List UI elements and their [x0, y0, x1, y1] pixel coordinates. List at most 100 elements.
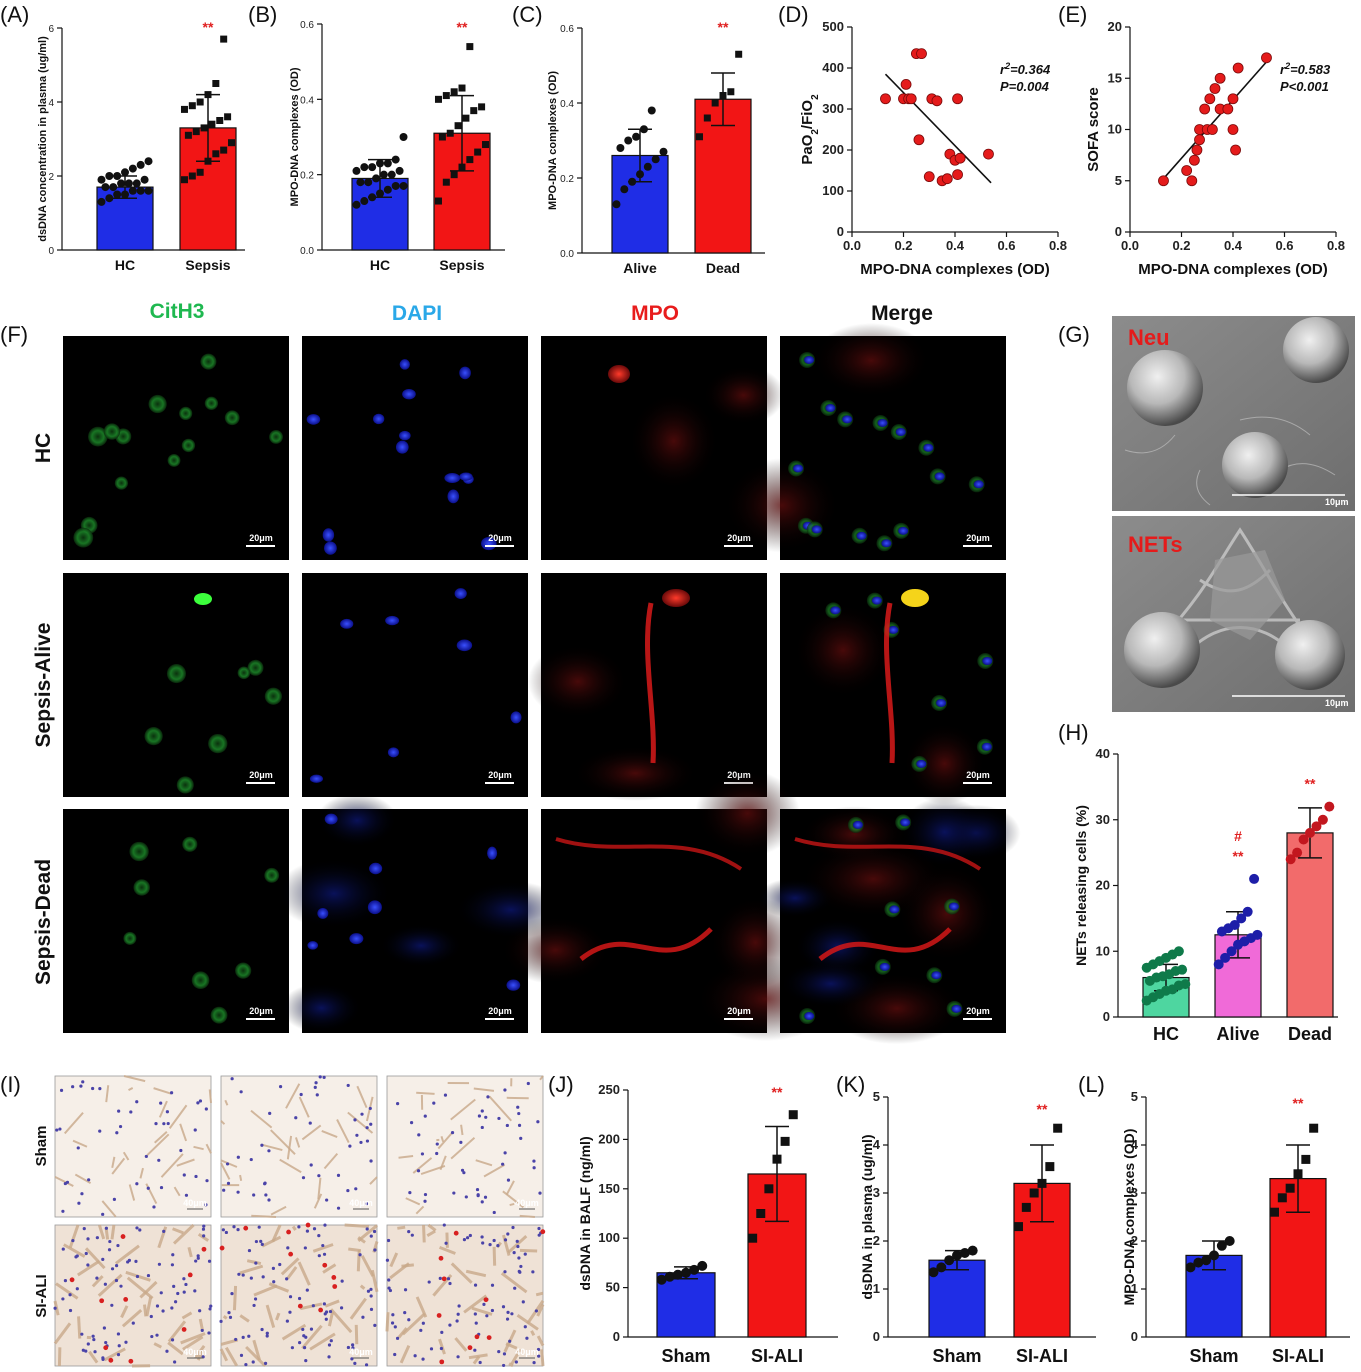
nucleus	[170, 1263, 175, 1267]
nucleus	[340, 1279, 344, 1283]
panel-label-g: (G)	[1058, 322, 1090, 347]
nucleus	[490, 1283, 495, 1287]
data-point	[941, 173, 953, 185]
stained-cell	[483, 1297, 489, 1303]
nucleus	[804, 1012, 815, 1021]
data-point	[478, 103, 486, 111]
nucleus	[309, 1327, 314, 1331]
data-point	[360, 163, 369, 172]
data-point	[450, 88, 458, 96]
panel-label-b: (B)	[248, 2, 277, 27]
y-tick-label: 500	[822, 19, 844, 34]
data-point	[1292, 847, 1303, 858]
nucleus	[271, 1266, 275, 1270]
scale-bar-label: 20μm	[249, 533, 273, 543]
alveolar-wall	[450, 1098, 476, 1121]
alveolar-wall	[281, 1323, 307, 1341]
nucleus	[369, 1159, 373, 1163]
nucleus	[304, 1335, 308, 1339]
cell	[237, 666, 251, 680]
nucleus	[483, 1195, 488, 1199]
alveolar-wall	[317, 1177, 322, 1200]
haze	[276, 858, 392, 929]
cell	[129, 841, 149, 862]
haze	[527, 644, 628, 719]
sem-neu-cells	[1124, 317, 1349, 506]
alveolar-wall	[526, 1300, 545, 1325]
data-point	[144, 157, 153, 166]
data-point	[466, 43, 474, 51]
nucleus	[249, 1157, 253, 1162]
data-point	[697, 1260, 708, 1271]
nucleus	[387, 1278, 391, 1282]
nucleus	[536, 1120, 540, 1124]
nucleus	[146, 1186, 150, 1190]
alveolar-wall	[158, 1100, 168, 1118]
category-label-si-ali: SI-ALI	[1016, 1346, 1068, 1366]
y-axis-label: MPO-DNA complexes (OD)	[289, 67, 301, 206]
alveolar-wall	[279, 1158, 302, 1174]
y-axis-label: MPO-DNA complexes (OD)	[547, 71, 559, 210]
haze	[628, 392, 719, 490]
alveolar-wall	[389, 1262, 410, 1280]
alveolar-wall	[502, 1190, 524, 1209]
data-point	[1193, 1257, 1204, 1268]
nucleus	[516, 1105, 520, 1109]
nucleus	[448, 1281, 452, 1286]
nucleus	[162, 1122, 166, 1126]
category-label-hc: HC	[370, 257, 390, 273]
category-label-sepsis: Sepsis	[439, 257, 484, 273]
alveolar-wall	[349, 1297, 367, 1320]
net-strand	[818, 927, 952, 961]
nucleus	[385, 615, 400, 626]
nucleus	[473, 1348, 477, 1352]
chart-b-mpo-dna: 0.0 0.2 0.4 0.6 MPO-DNA complexes (OD) HC Seps…	[289, 19, 505, 273]
cell	[88, 426, 108, 447]
data-point	[1037, 1178, 1047, 1188]
alveolar-wall	[370, 1269, 379, 1293]
alveolar-wall	[440, 1136, 445, 1143]
data-point	[656, 1274, 667, 1285]
data-point	[204, 157, 212, 165]
stained-cell	[69, 1277, 75, 1283]
nucleus	[265, 1331, 269, 1335]
data-point	[140, 175, 149, 184]
nucleus	[895, 427, 906, 436]
micrograph-r1-c1: 20μm	[302, 573, 528, 797]
data-point	[372, 174, 381, 183]
nucleus	[92, 1337, 96, 1342]
nucleus	[368, 1106, 372, 1111]
alveolar-wall	[536, 1303, 545, 1317]
nucleus	[497, 1349, 501, 1354]
alveolar-wall	[63, 1243, 86, 1258]
sem-nets-cells	[1124, 527, 1345, 690]
data-point	[1186, 175, 1198, 187]
nucleus	[537, 1354, 541, 1358]
nucleus	[510, 711, 522, 724]
nucleus	[442, 1223, 446, 1227]
trend-line	[1162, 61, 1268, 180]
y-tick-label: 30	[1096, 812, 1110, 827]
nucleus	[302, 1346, 307, 1350]
nucleus	[369, 862, 383, 875]
data-point	[1236, 913, 1247, 924]
y-tick-label: 0.4	[300, 95, 314, 106]
nucleus	[108, 1239, 112, 1244]
data-point	[180, 105, 188, 113]
data-point	[913, 134, 925, 146]
nucleus	[515, 1239, 519, 1243]
data-point	[647, 106, 656, 115]
nucleus	[135, 1226, 139, 1230]
histology-background	[386, 1224, 544, 1367]
data-point	[136, 186, 145, 195]
nucleus	[312, 1227, 317, 1231]
data-point	[636, 170, 644, 179]
nucleus	[482, 1302, 486, 1306]
nucleus	[526, 1081, 530, 1086]
nucleus	[161, 1309, 165, 1313]
y-tick-label: 200	[598, 1131, 620, 1146]
data-point	[434, 95, 442, 103]
nucleus	[75, 1287, 79, 1291]
nucleus	[518, 1270, 522, 1274]
nucleus	[454, 588, 467, 599]
